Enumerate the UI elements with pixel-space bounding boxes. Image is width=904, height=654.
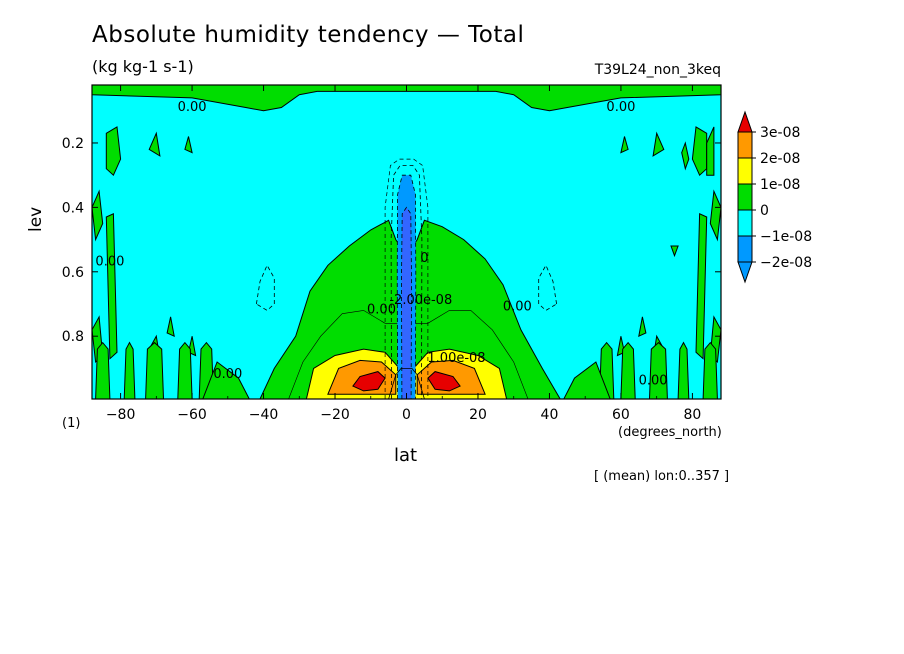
chart-units: (kg kg-1 s-1) [92, 57, 194, 76]
x-axis: −80 −60 −40 −20 0 20 40 60 80 [106, 85, 701, 423]
y-tick-label: 0.6 [62, 265, 84, 281]
legend-swatch-2 [737, 183, 753, 211]
contour-label-6: 0.00 [367, 303, 396, 318]
legend-bottom-arrow [737, 261, 753, 284]
bottom-bar-north-1 [677, 341, 690, 399]
dashed-contour-outermost [384, 158, 429, 399]
green-spot-north-2 [620, 136, 629, 154]
x-axis-label: lat [394, 445, 418, 466]
green-spot-north-1 [652, 131, 665, 157]
contour-label-7: -2.00e-08 [389, 293, 452, 308]
bottom-bar-south-3 [177, 341, 193, 399]
y-axis-units: (1) [62, 416, 81, 431]
green-spot-south-0 [105, 126, 122, 177]
bottom-bar-south-1 [123, 341, 136, 399]
dashed-loop-south [255, 264, 275, 311]
legend-top-arrow [737, 110, 753, 133]
legend-label: −2e-08 [760, 255, 812, 271]
y-tick-label: 0.2 [62, 136, 84, 152]
legend-label: −1e-08 [760, 229, 812, 245]
experiment-label: T39L24_non_3keq [594, 62, 721, 78]
legend-swatch-0 [737, 131, 753, 159]
bottom-bar-south-0 [95, 341, 111, 399]
top-green-band [92, 85, 721, 112]
contour-labels: 0.00 0.000.000.000.000.000.00-2.00e-0801.… [95, 100, 667, 389]
legend-label: 2e-08 [760, 151, 800, 167]
x-tick-label: 40 [541, 407, 559, 423]
legend-label: 3e-08 [760, 125, 800, 141]
green-spot-south-4 [105, 213, 118, 360]
green-spot-north-78 [681, 141, 690, 171]
legend-swatch-3 [737, 209, 753, 237]
contour-label-4: 0.00 [503, 299, 532, 314]
green-spot-south-2 [184, 136, 193, 154]
x-tick-label: −20 [320, 407, 350, 423]
bottom-bar-north-2 [648, 341, 668, 399]
bottom-bar-north-0 [702, 341, 718, 399]
bottom-bar-south-2 [145, 341, 165, 399]
color-legend: 3e-08 2e-08 1e-08 0 −1e-08 −2e-08 [737, 110, 812, 284]
contour-label-2: 0.00 [95, 254, 124, 269]
dashed-contour-outer [390, 165, 423, 399]
contour-label-1: 0.00 [606, 100, 635, 115]
bottom-bar-north-3 [620, 341, 636, 399]
green-spot-south-1 [148, 131, 161, 157]
legend-label: 0 [760, 203, 769, 219]
contour-label-3: 0.00 [213, 367, 242, 382]
y-tick-label: 0.4 [62, 200, 84, 216]
legend-label: 1e-08 [760, 177, 800, 193]
legend-swatch-1 [737, 157, 753, 185]
green-spot-south-3 [92, 189, 104, 242]
x-tick-label: 60 [612, 407, 630, 423]
contour-field [92, 85, 721, 399]
x-axis-units: (degrees_north) [618, 425, 722, 440]
x-tick-label: −40 [249, 407, 279, 423]
chart-title: Absolute humidity tendency — Total [92, 22, 525, 48]
green-spot-north-8 [638, 316, 647, 338]
green-spot-north-75 [670, 245, 679, 258]
y-axis: 0.2 0.4 0.6 0.8 [62, 136, 721, 345]
contour-label-8: 0 [420, 251, 428, 266]
red-core-south [352, 371, 386, 392]
x-tick-label: 0 [402, 407, 411, 423]
green-spot-north-3 [709, 189, 721, 242]
green-wedge-north [563, 361, 611, 399]
contour-label-5: 0.00 [639, 374, 668, 389]
contour-label-0: 0.00 [178, 100, 207, 115]
green-spot-north-4 [695, 213, 708, 360]
green-spot-north-edge [706, 126, 715, 176]
green-wedge-south [202, 361, 250, 399]
legend-swatch-4 [737, 235, 753, 263]
equatorial-dark-blue-core [401, 206, 412, 399]
x-tick-label: 80 [683, 407, 701, 423]
y-tick-label: 0.8 [62, 329, 84, 345]
dashed-loop-north [538, 264, 558, 311]
green-spot-south-8 [166, 316, 175, 338]
surface-contour [388, 368, 425, 399]
x-tick-label: 20 [469, 407, 487, 423]
x-tick-label: −80 [106, 407, 136, 423]
x-tick-label: −60 [177, 407, 207, 423]
contour-label-9: 1.00e-08 [427, 351, 485, 366]
mean-footnote: [ (mean) lon:0..357 ] [594, 469, 730, 484]
